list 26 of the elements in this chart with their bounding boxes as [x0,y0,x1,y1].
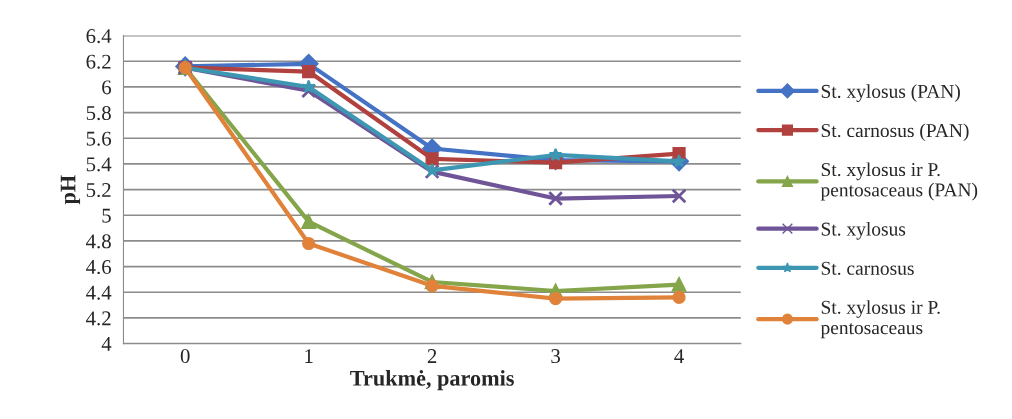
y-tick-label: 4.2 [86,311,111,326]
y-tick-label: 4 [101,337,112,351]
legend-label: St. carnosus [821,261,914,275]
y-tick-label: 5 [102,208,111,223]
x-tick-label: 3 [551,349,560,364]
x-axis-title: Trukmė, paromis [350,370,514,391]
y-tick-label: 5.8 [86,105,111,121]
legend-label: St. xylosus (PAN) [821,84,960,102]
y-tick-label: 4.6 [86,260,112,275]
legend-label: St. xylosus [821,221,906,240]
y-tick-label: 4.4 [86,285,112,300]
y-tick-label: 6.2 [86,54,111,69]
x-tick-label: 0 [180,349,190,364]
legend-label: St. carnosus (PAN) [821,123,969,142]
y-tick-label: 4.8 [86,234,111,249]
y-tick-label: 5.6 [86,131,112,146]
x-tick-label: 1 [305,349,313,363]
legend-label: St. xylosus ir P. pentosaceaus [820,300,940,339]
legend-label: St. xylosus ir P. pentosaceaus (PAN) [820,162,978,201]
x-tick-label: 2 [427,349,437,363]
y-tick-label: 5.4 [86,157,112,172]
y-tick-label: 5.2 [86,183,111,198]
y-tick-label: 6 [102,80,112,95]
y-axis-title: pH [60,175,81,205]
y-tick-label: 6.4 [86,29,112,44]
x-tick-label: 4 [674,349,684,363]
